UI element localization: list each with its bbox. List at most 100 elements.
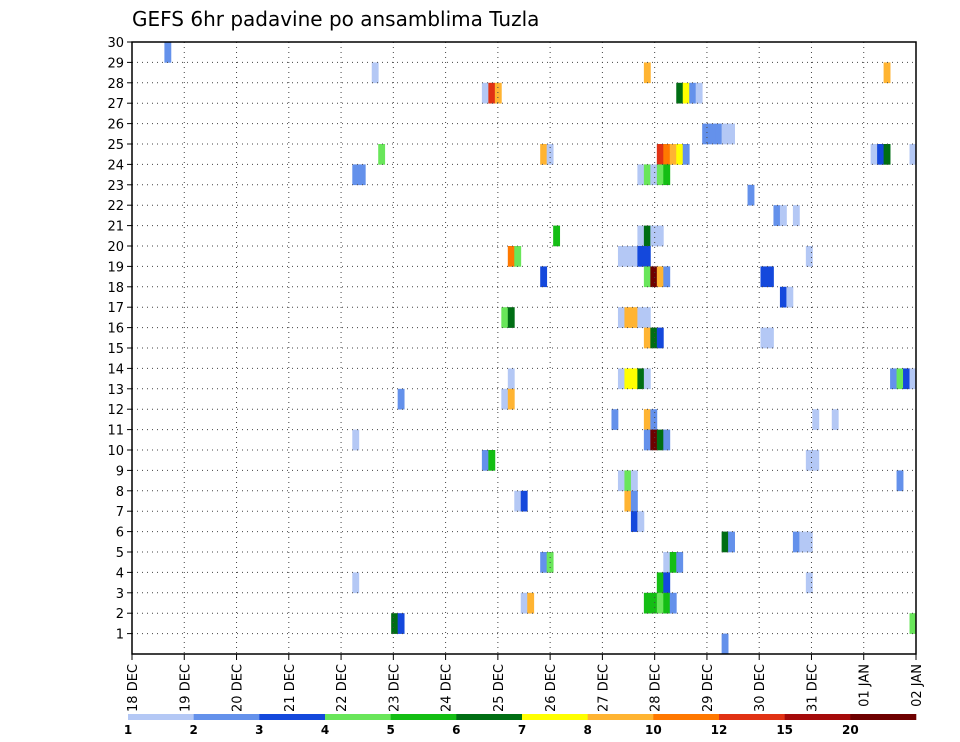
heatmap-cell	[507, 307, 515, 328]
heatmap-cell	[624, 368, 632, 390]
heatmap-cell	[546, 144, 554, 165]
heatmap-cell	[779, 205, 787, 226]
heatmap-cell	[501, 307, 509, 328]
heatmap-cell	[637, 511, 645, 532]
colorbar-label: 1	[124, 723, 132, 737]
heatmap-cell	[643, 62, 651, 84]
heatmap-cell	[721, 531, 729, 553]
x-tick-label: 29 DEC	[701, 664, 716, 712]
heatmap-cell	[540, 144, 548, 165]
heatmap-cell	[358, 164, 366, 186]
heatmap-cell	[689, 82, 697, 104]
heatmap-cell	[702, 123, 710, 145]
colorbar-label: 7	[518, 723, 526, 737]
heatmap-cell	[164, 42, 172, 63]
colorbar-label: 8	[583, 723, 591, 737]
colorbar-label: 5	[386, 723, 394, 737]
x-tick-label: 25 DEC	[492, 664, 507, 712]
y-tick-label: 17	[107, 301, 124, 316]
heatmap-cell	[656, 592, 664, 614]
y-tick-label: 27	[107, 97, 124, 112]
colorbar-label: 2	[189, 723, 197, 737]
heatmap-cell	[728, 123, 735, 145]
heatmap-cell	[663, 572, 671, 594]
heatmap-cell	[630, 511, 638, 532]
heatmap-cell	[896, 368, 904, 390]
heatmap-cell	[643, 327, 651, 349]
y-tick-label: 8	[116, 485, 124, 500]
heatmap-cell	[514, 490, 522, 512]
heatmap-cell	[527, 592, 535, 614]
colorbar-segment	[719, 714, 785, 720]
y-tick-label: 4	[116, 566, 124, 581]
y-axis-ticks: 1234567891011121314151617181920212223242…	[107, 36, 132, 643]
y-tick-label: 22	[107, 199, 124, 214]
heatmap-cell	[520, 490, 528, 512]
x-tick-label: 31 DEC	[805, 664, 820, 712]
grid-lines	[132, 42, 916, 654]
heatmap-cell	[637, 368, 645, 390]
heatmap-cell	[630, 368, 638, 390]
colorbar-label: 6	[452, 723, 460, 737]
x-tick-label: 01 JAN	[858, 664, 873, 707]
heatmap-cell	[481, 450, 489, 471]
colorbar-segment	[128, 714, 194, 720]
colorbar-label: 3	[255, 723, 263, 737]
heatmap-cell	[883, 144, 891, 165]
heatmap-cell	[663, 144, 671, 165]
heatmap-cell	[650, 225, 658, 247]
heatmap-cell	[643, 266, 651, 288]
x-tick-label: 02 JAN	[910, 664, 925, 707]
heatmap-cell	[650, 327, 658, 349]
heatmap-cell	[656, 572, 664, 594]
y-tick-label: 11	[107, 424, 124, 439]
heatmap-cell	[630, 307, 638, 328]
heatmap-cell	[890, 368, 897, 390]
heatmap-cell	[779, 286, 787, 308]
x-tick-label: 21 DEC	[283, 664, 298, 712]
heatmap-cell	[663, 592, 671, 614]
y-tick-label: 7	[116, 505, 124, 520]
x-tick-label: 28 DEC	[649, 664, 664, 712]
colorbar-label: 10	[645, 723, 662, 737]
heatmap-cell	[488, 82, 496, 104]
heatmap-cell	[728, 531, 735, 553]
heatmap-cell	[721, 633, 729, 655]
heatmap-cell	[676, 552, 684, 573]
y-tick-label: 1	[116, 628, 124, 643]
heatmap-cell	[656, 327, 664, 349]
heatmap-cell	[650, 409, 658, 430]
heatmap-cell	[624, 246, 632, 267]
x-tick-label: 18 DEC	[126, 664, 141, 712]
colorbar-segment	[850, 714, 917, 720]
heatmap-cell	[786, 286, 794, 308]
heatmap-cell	[656, 144, 664, 165]
y-tick-label: 25	[107, 138, 124, 153]
y-tick-label: 19	[107, 260, 124, 275]
heatmap-cell	[650, 164, 658, 186]
heatmap-cell	[630, 470, 638, 492]
heatmap-cell	[643, 246, 651, 267]
colorbar-segment	[587, 714, 654, 720]
heatmap-cell	[663, 552, 671, 573]
heatmap-cell	[643, 409, 651, 430]
heatmap-cell	[371, 62, 379, 84]
y-tick-label: 26	[107, 118, 124, 133]
y-tick-label: 29	[107, 56, 124, 71]
heatmap-cell	[637, 225, 645, 247]
heatmap-cell	[397, 613, 405, 634]
heatmap-cell	[812, 450, 820, 471]
heatmap-cell	[540, 552, 548, 573]
heatmap-cell	[507, 246, 515, 267]
heatmap-cell	[903, 368, 910, 390]
y-tick-label: 14	[107, 362, 124, 377]
heatmap-cell	[695, 82, 703, 104]
heatmap-cell	[663, 164, 671, 186]
heatmap-cell	[792, 531, 800, 553]
y-tick-label: 5	[116, 546, 124, 561]
x-axis-ticks: 18 DEC 19 DEC 20 DEC 21 DEC 22 DEC 23 DEC 24 D…	[126, 654, 925, 712]
heatmap-cell	[909, 368, 917, 390]
heatmap-cell	[643, 592, 651, 614]
heatmap-cell	[643, 368, 651, 390]
